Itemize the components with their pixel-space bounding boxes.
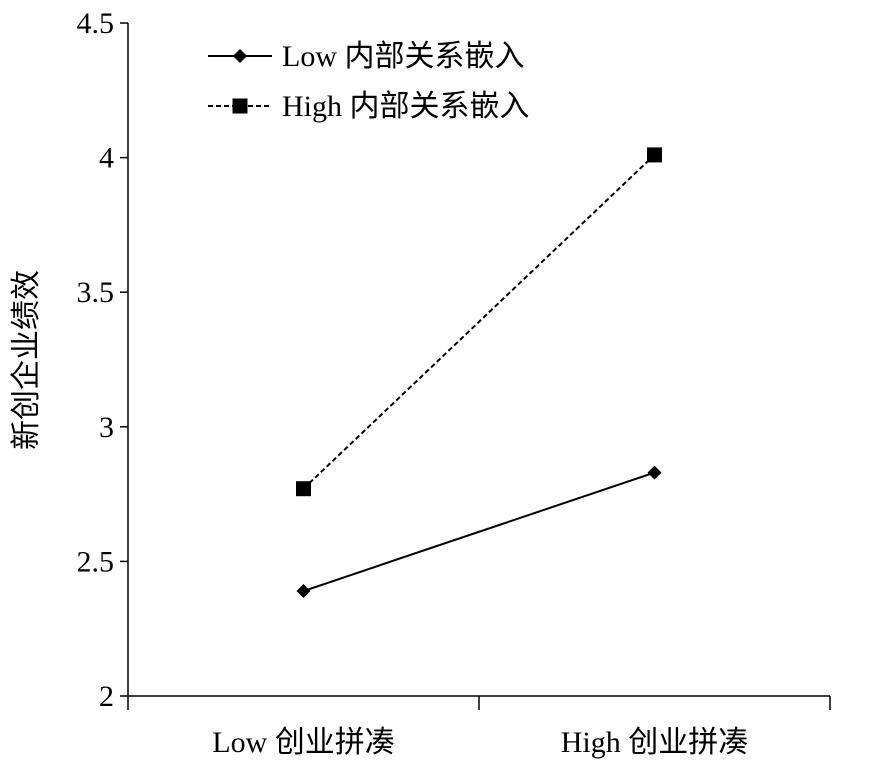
series-0	[296, 465, 662, 599]
series-1	[296, 147, 662, 497]
series-line	[302, 154, 656, 490]
legend-marker	[232, 98, 248, 114]
x-ticks: Low 创业拼凑 High 创业拼凑	[127, 696, 831, 759]
y-tick-label: 2	[99, 680, 114, 713]
y-ticks: 2 2.5 3 3.5 4 4.5	[77, 7, 128, 713]
y-tick-label: 3.5	[77, 276, 115, 309]
y-tick-label: 3	[99, 411, 114, 444]
legend-label: Low 内部关系嵌入	[282, 40, 525, 73]
legend-marker	[233, 49, 247, 63]
legend: Low 内部关系嵌入 High 内部关系嵌入	[208, 40, 530, 123]
legend-item: Low 内部关系嵌入	[208, 40, 525, 73]
data-point	[296, 481, 311, 497]
series-line	[303, 471, 655, 592]
data-point	[647, 147, 662, 163]
y-tick-label: 4.5	[77, 7, 115, 40]
y-axis-label: 新创企业绩效	[10, 270, 43, 450]
legend-label: High 内部关系嵌入	[282, 90, 530, 123]
x-category-label: Low 创业拼凑	[212, 726, 395, 759]
x-category-label: High 创业拼凑	[561, 726, 749, 759]
y-tick-label: 4	[99, 142, 114, 175]
y-tick-label: 2.5	[77, 545, 115, 578]
data-point	[296, 584, 311, 599]
data-point	[647, 465, 662, 480]
legend-item: High 内部关系嵌入	[208, 90, 530, 123]
axes	[127, 23, 830, 697]
series-layer	[296, 147, 662, 599]
